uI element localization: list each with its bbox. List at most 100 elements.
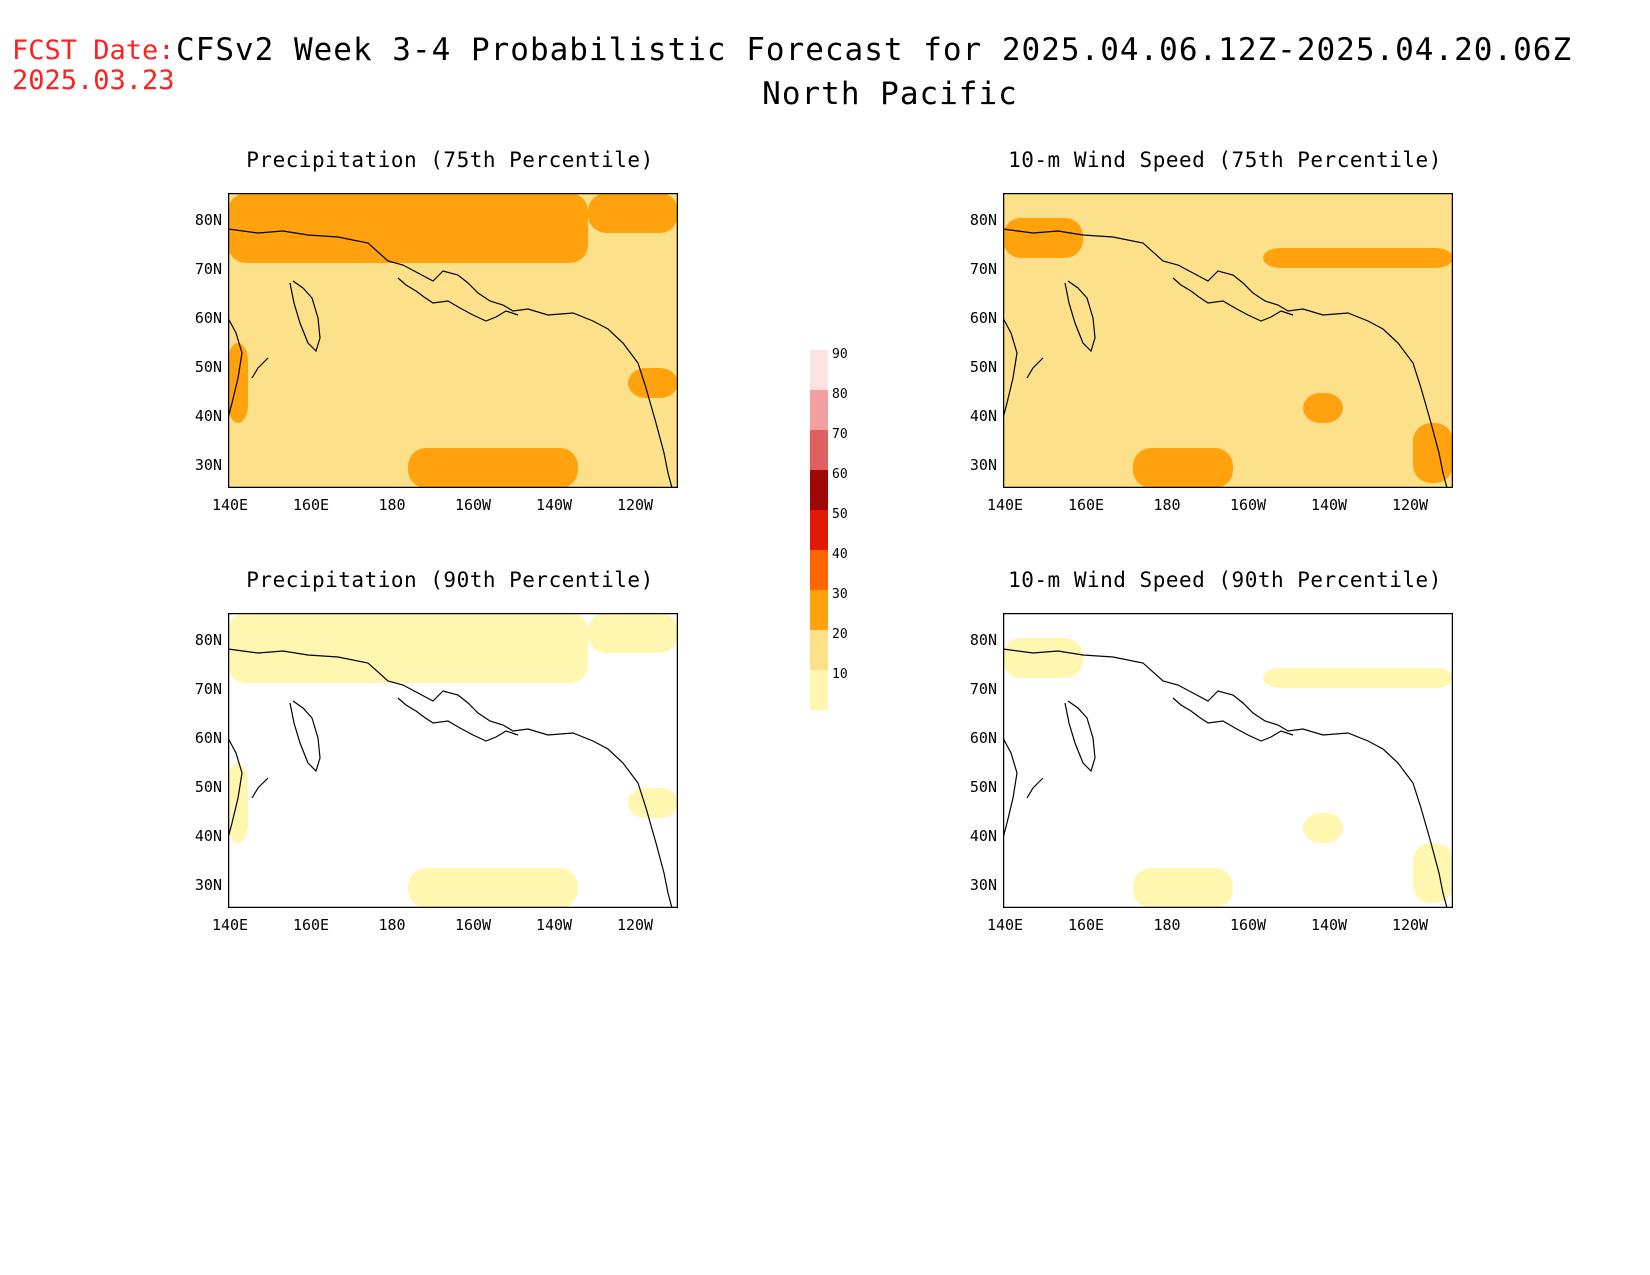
colorbar-segment — [810, 670, 828, 710]
coastline — [1003, 648, 1448, 908]
lon-tick-label: 160E — [1067, 916, 1105, 934]
colorbar-segment — [810, 390, 828, 430]
map-frame — [1003, 613, 1453, 908]
wind-90-panel: 10-m Wind Speed (90th Percentile) 80N 70N… — [945, 568, 1505, 968]
colorbar-segment — [810, 590, 828, 630]
lon-tick-label: 140W — [535, 916, 573, 934]
lon-tick-label: 140W — [535, 496, 573, 514]
probability-region — [228, 763, 248, 843]
probability-region — [228, 193, 588, 263]
map-svg — [228, 193, 678, 488]
lon-tick-label: 120W — [1391, 916, 1429, 934]
lat-tick-label: 60N — [194, 729, 222, 747]
lon-tick-label: 120W — [1391, 496, 1429, 514]
coastline — [251, 357, 269, 379]
coastline — [228, 648, 673, 908]
colorbar-segment — [810, 550, 828, 590]
probability-region — [1133, 868, 1233, 908]
probability-region — [228, 343, 248, 423]
coastline — [228, 737, 243, 839]
forecast-date-value: 2025.03.23 — [12, 65, 175, 96]
lat-tick-label: 50N — [969, 358, 997, 376]
coastline — [251, 777, 269, 799]
coastline — [1026, 357, 1044, 379]
map-svg — [1003, 613, 1453, 908]
colorbar-label: 20 — [832, 627, 848, 642]
forecast-date-label: FCST Date: — [12, 35, 175, 66]
probability-region — [1413, 843, 1453, 903]
lat-tick-label: 50N — [194, 358, 222, 376]
lat-tick-label: 70N — [194, 260, 222, 278]
lon-tick-label: 160W — [1229, 916, 1267, 934]
probability-region — [408, 868, 578, 908]
map-area — [1003, 613, 1453, 908]
coastline — [1064, 280, 1096, 353]
forecast-date-block: FCST Date: 2025.03.23 — [12, 36, 175, 96]
lat-tick-label: 60N — [969, 309, 997, 327]
panel-title: 10-m Wind Speed (75th Percentile) — [1008, 148, 1442, 172]
lon-tick-label: 140E — [986, 496, 1024, 514]
lon-tick-label: 180 — [378, 496, 406, 514]
lat-tick-label: 50N — [969, 778, 997, 796]
colorbar-segment — [810, 470, 828, 510]
lon-tick-label: 140E — [211, 916, 249, 934]
colorbar-segment — [810, 510, 828, 550]
probability-region — [1263, 248, 1453, 268]
colorbar-label: 50 — [832, 507, 848, 522]
coastline — [228, 228, 673, 488]
map-frame — [1003, 193, 1453, 488]
lat-tick-label: 80N — [194, 631, 222, 649]
coastline — [1003, 228, 1448, 488]
wind-75-panel: 10-m Wind Speed (75th Percentile) 80N 70N… — [945, 148, 1505, 548]
probability-region — [1413, 423, 1453, 483]
colorbar-label: 70 — [832, 427, 848, 442]
map-svg — [228, 613, 678, 908]
panel-title: Precipitation (90th Percentile) — [246, 568, 654, 592]
coastline — [289, 280, 321, 353]
coastline — [289, 700, 321, 773]
probability-region — [1003, 638, 1083, 678]
lon-tick-label: 180 — [378, 916, 406, 934]
coastline — [397, 697, 519, 742]
lat-tick-label: 40N — [969, 827, 997, 845]
colorbar-label: 60 — [832, 467, 848, 482]
panel-title: Precipitation (75th Percentile) — [246, 148, 654, 172]
lon-tick-label: 180 — [1153, 916, 1181, 934]
coastline — [397, 277, 519, 322]
colorbar-segment — [810, 630, 828, 670]
lon-tick-label: 120W — [616, 916, 654, 934]
lat-tick-label: 40N — [194, 827, 222, 845]
lat-tick-label: 70N — [194, 680, 222, 698]
main-title: CFSv2 Week 3-4 Probabilistic Forecast fo… — [176, 32, 1573, 68]
lon-tick-label: 160E — [1067, 496, 1105, 514]
lat-tick-label: 60N — [969, 729, 997, 747]
lon-tick-label: 140W — [1310, 496, 1348, 514]
map-area — [1003, 193, 1453, 488]
map-area — [228, 613, 678, 908]
probability-region — [1303, 393, 1343, 423]
colorbar-label: 30 — [832, 587, 848, 602]
lat-tick-label: 80N — [969, 211, 997, 229]
probability-region — [1003, 218, 1083, 258]
colorbar-label: 90 — [832, 347, 848, 362]
probability-region — [588, 193, 678, 233]
coastline — [1026, 777, 1044, 799]
lon-tick-label: 160W — [1229, 496, 1267, 514]
colorbar-label: 10 — [832, 667, 848, 682]
lat-tick-label: 80N — [194, 211, 222, 229]
map-svg — [1003, 193, 1453, 488]
precip-75-panel: Precipitation (75th Percentile) 80N 70N 60… — [170, 148, 730, 548]
region-subtitle: North Pacific — [762, 76, 1018, 112]
probability-region — [408, 448, 578, 488]
map-frame — [228, 193, 678, 488]
probability-region — [1263, 668, 1453, 688]
lat-tick-label: 70N — [969, 260, 997, 278]
coastline — [1003, 737, 1018, 839]
probability-colorbar: 90 80 70 60 50 40 30 20 10 — [810, 347, 848, 710]
probability-region — [588, 613, 678, 653]
lat-tick-label: 30N — [969, 876, 997, 894]
probability-region — [628, 788, 678, 818]
lat-tick-label: 40N — [969, 407, 997, 425]
coastline — [1172, 697, 1294, 742]
colorbar-label: 40 — [832, 547, 848, 562]
